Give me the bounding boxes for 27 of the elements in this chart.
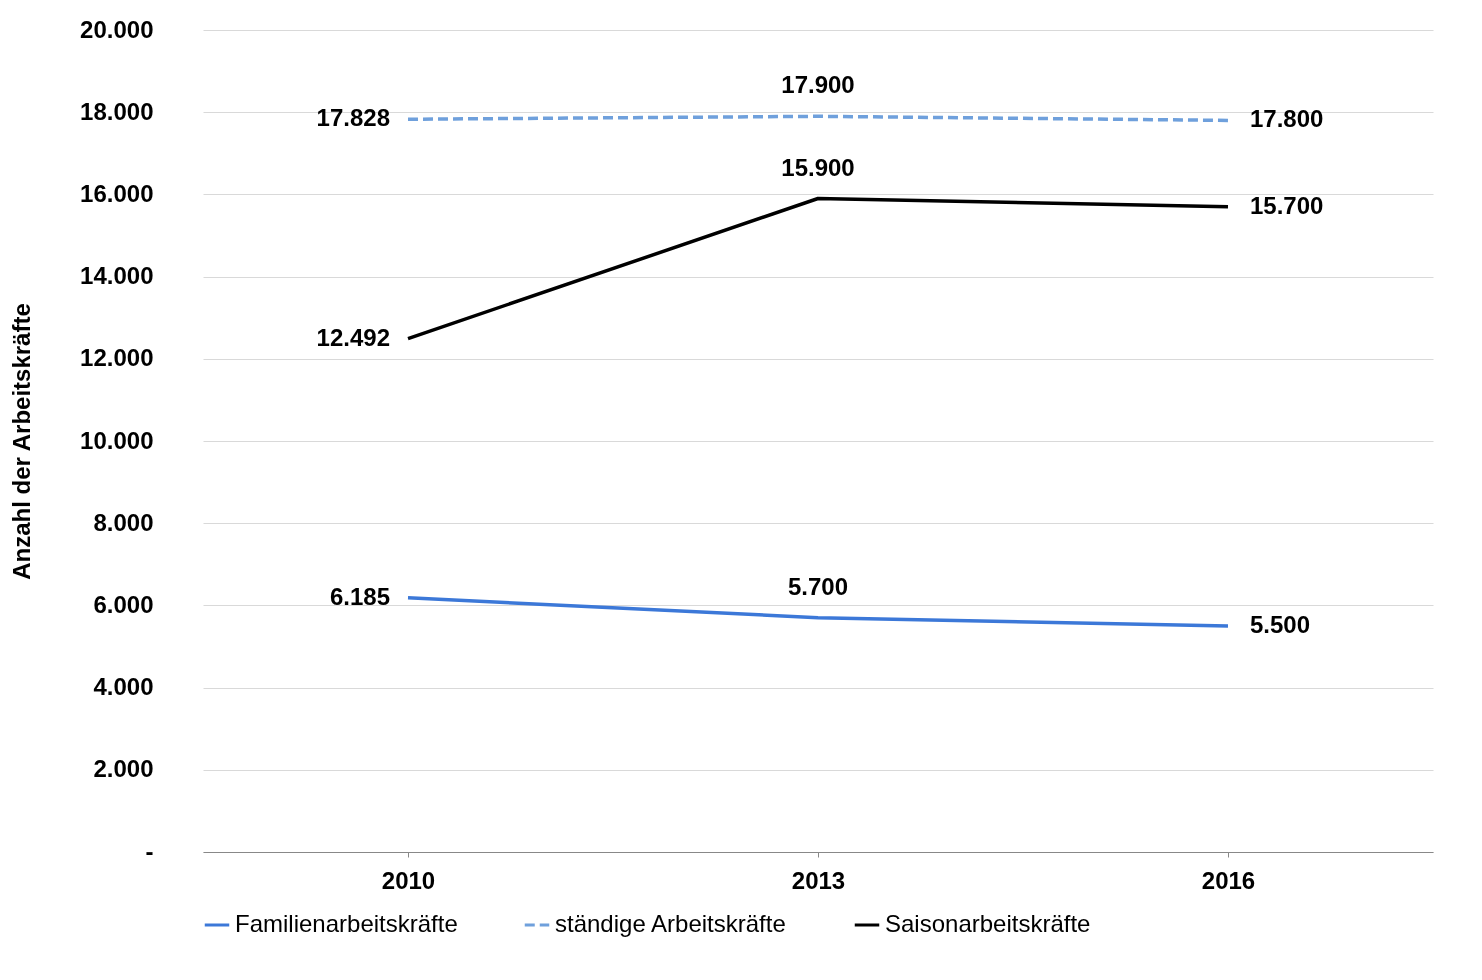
legend-label: ständige Arbeitskräfte (555, 910, 786, 937)
y-tick-label: 14.000 (80, 262, 154, 290)
x-tick-label: 2016 (1201, 866, 1256, 894)
x-tick-label: 2013 (791, 866, 846, 894)
y-tick-label: 16.000 (80, 179, 154, 207)
legend-label: Familienarbeitskräfte (235, 910, 458, 937)
data-label: 15.700 (1250, 191, 1324, 219)
y-tick-label: 12.000 (80, 344, 154, 372)
data-label: 6.185 (329, 582, 390, 610)
y-tick-label: 18.000 (80, 97, 154, 125)
data-label: 12.492 (316, 323, 390, 351)
y-tick-label: 4.000 (93, 673, 154, 701)
data-label: 15.900 (781, 153, 855, 181)
y-tick-label: 8.000 (93, 508, 154, 536)
legend-label: Saisonarbeitskräfte (885, 910, 1091, 937)
y-tick-label: 10.000 (80, 426, 154, 454)
y-axis-title: Anzahl der Arbeitskräfte (8, 303, 36, 580)
y-tick-label: 20.000 (80, 15, 154, 43)
y-tick-label: - (145, 837, 154, 865)
data-label: 5.500 (1250, 610, 1311, 638)
data-label: 5.700 (787, 572, 849, 600)
x-tick-label: 2010 (381, 866, 436, 894)
data-label: 17.900 (781, 71, 855, 99)
y-tick-label: 6.000 (93, 590, 154, 618)
data-label: 17.800 (1250, 105, 1324, 133)
data-label: 17.828 (316, 104, 390, 132)
y-tick-label: 2.000 (93, 755, 154, 783)
